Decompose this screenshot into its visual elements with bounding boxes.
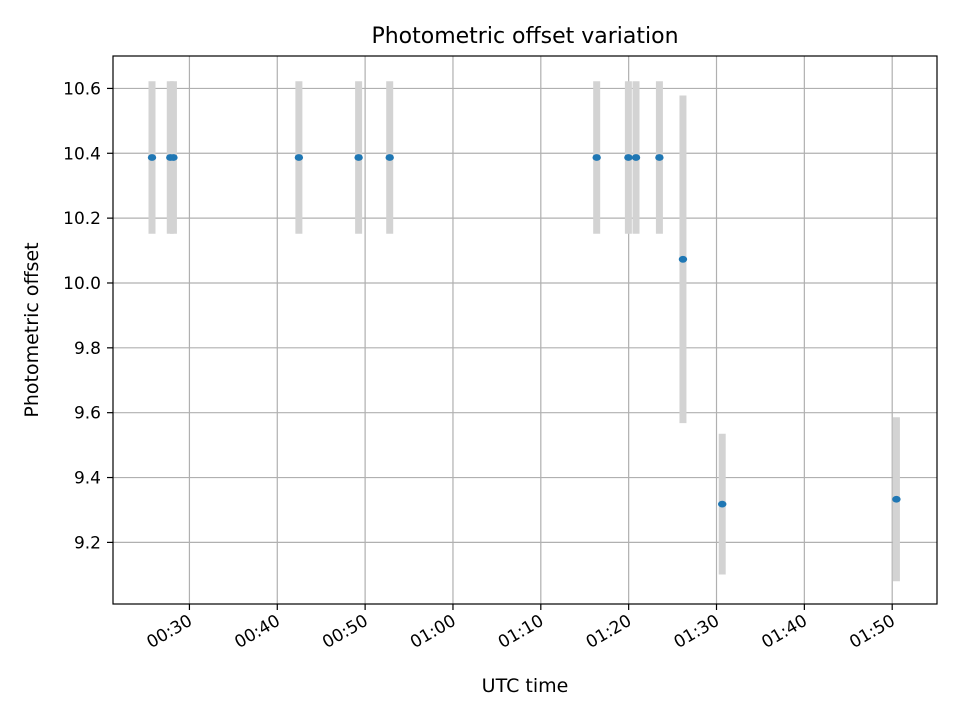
data-point: [892, 495, 901, 503]
chart-title: Photometric offset variation: [371, 24, 678, 49]
data-point: [169, 154, 178, 161]
y-tick-label: 9.4: [74, 469, 101, 489]
y-tick-label: 10.4: [63, 144, 101, 164]
y-axis-ticks: 9.2 9.4 9.6 9.8 10.0 10.2 10.4 10.6: [63, 79, 113, 553]
y-tick-label: 9.8: [74, 339, 101, 359]
data-point: [147, 154, 157, 161]
x-axis-label: UTC time: [482, 675, 569, 697]
data-point: [294, 154, 304, 161]
plot-area-frame: [112, 55, 938, 605]
y-tick-label: 9.6: [74, 404, 101, 424]
data-point: [624, 154, 633, 161]
data-point: [655, 154, 664, 161]
y-tick-label: 10.6: [63, 79, 101, 99]
data-point: [354, 154, 363, 161]
data-point: [718, 500, 727, 508]
data-point: [631, 154, 641, 161]
data-point: [592, 154, 601, 161]
y-tick-label: 10.0: [63, 274, 101, 294]
y-tick-label: 9.2: [74, 533, 101, 553]
data-points: [147, 154, 901, 508]
data-point: [678, 255, 688, 263]
y-axis-label: Photometric offset: [21, 242, 43, 417]
y-tick-label: 10.2: [63, 209, 101, 229]
data-point: [385, 154, 394, 161]
